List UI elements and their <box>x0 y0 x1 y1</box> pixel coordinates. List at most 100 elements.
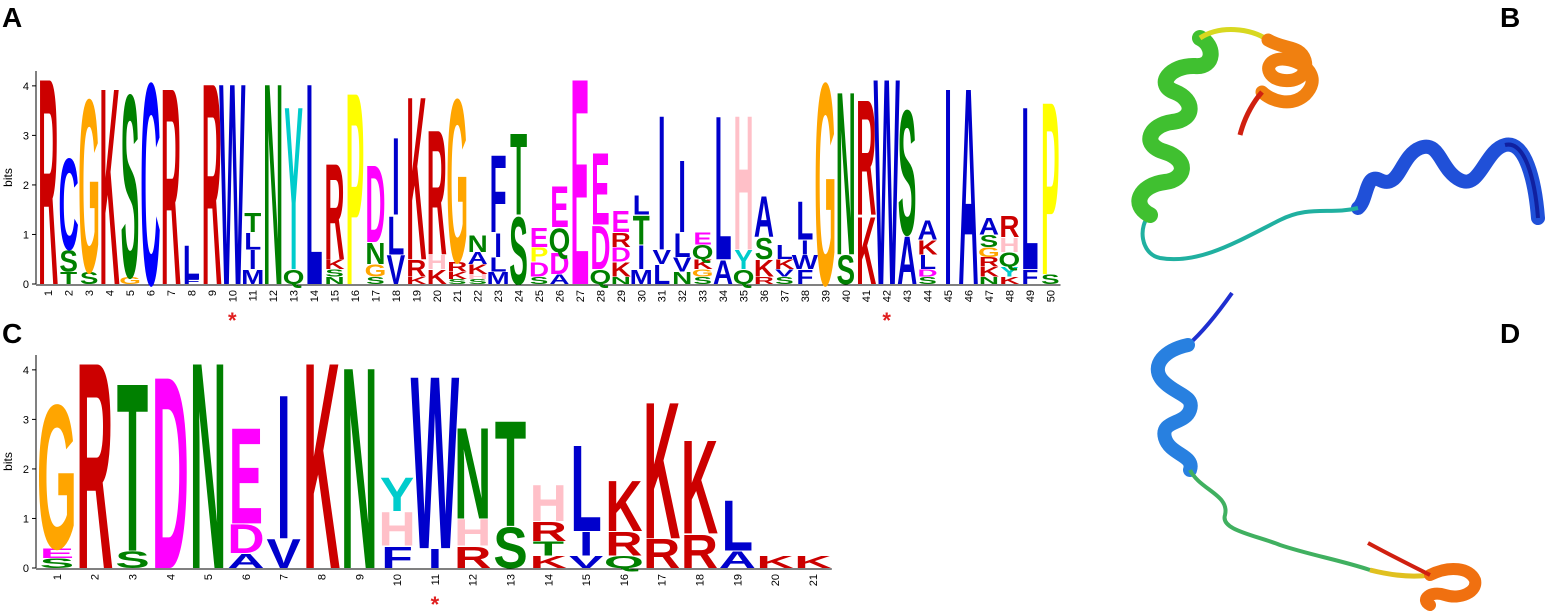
logo-letter-A: A <box>979 212 999 240</box>
logo-letter-Q: Q <box>692 242 714 265</box>
x-tick-label: 46 <box>963 290 975 302</box>
logo-letter-K: K <box>447 270 467 281</box>
logo-letter-I: I <box>678 141 686 256</box>
logo-letter-R: R <box>681 525 718 579</box>
svg-text:L: L <box>306 24 323 346</box>
x-tick-label: 6 <box>241 574 253 580</box>
svg-text:G: G <box>365 261 387 280</box>
svg-text:E: E <box>229 400 263 554</box>
svg-text:A: A <box>719 546 756 573</box>
logo-letter-K: K <box>100 31 120 345</box>
x-tick-label: 15 <box>581 574 593 586</box>
logo-letter-G: G <box>37 362 77 593</box>
logo-letter-D: D <box>918 268 938 279</box>
logo-letter-E: E <box>693 229 712 248</box>
logo-letter-D: D <box>549 247 569 282</box>
svg-text:H: H <box>733 76 753 292</box>
svg-text:S: S <box>693 275 712 286</box>
svg-text:A: A <box>918 215 938 246</box>
x-tick-label: 5 <box>125 290 137 296</box>
strand-blue-top <box>1186 291 1234 347</box>
logo-letter-D: D <box>590 215 610 283</box>
x-tick-label: 20 <box>432 290 444 302</box>
y-tick-label: 4 <box>23 81 29 93</box>
logo-letter-P: P <box>530 244 549 267</box>
svg-text:D: D <box>365 143 385 266</box>
logo-letter-K: K <box>918 237 938 260</box>
marker-star: * <box>228 308 237 333</box>
svg-text:S: S <box>530 275 549 286</box>
svg-text:I: I <box>801 237 809 260</box>
svg-text:N: N <box>190 300 227 611</box>
svg-text:S: S <box>115 546 149 573</box>
svg-text:S: S <box>509 198 528 305</box>
x-tick-label: 15 <box>330 290 342 302</box>
logo-letter-T: T <box>244 207 261 238</box>
svg-text:K: K <box>774 257 794 273</box>
svg-text:F: F <box>796 266 813 289</box>
logo-letter-G: G <box>78 48 100 325</box>
svg-text:V: V <box>673 254 692 277</box>
svg-text:T: T <box>117 332 148 602</box>
logo-letter-A: A <box>958 31 978 345</box>
logo-letter-Y: Y <box>284 58 303 319</box>
x-tick-label: 27 <box>575 290 587 302</box>
logo-letter-N: N <box>341 306 378 611</box>
svg-text:T: T <box>495 389 526 558</box>
x-tick-label: 2 <box>64 290 76 296</box>
logo-letter-N: N <box>263 24 283 346</box>
svg-text:K: K <box>530 553 568 572</box>
x-tick-label: 17 <box>657 574 669 586</box>
logo-letter-S: S <box>836 248 855 294</box>
svg-text:R: R <box>76 300 113 611</box>
x-tick-label: 14 <box>309 290 321 302</box>
x-tick-label: 44 <box>923 290 935 302</box>
svg-text:R: R <box>406 254 426 282</box>
x-tick-label: 36 <box>759 290 771 302</box>
logo-letter-R: R <box>454 540 491 574</box>
svg-text:V: V <box>652 246 671 269</box>
logo-letter-S: S <box>121 42 140 333</box>
x-tick-label: 13 <box>506 574 518 586</box>
logo-letter-N: N <box>365 237 385 272</box>
logo-letter-K: K <box>530 553 568 572</box>
x-tick-label: 47 <box>984 290 996 302</box>
x-tick-label: 26 <box>554 290 566 302</box>
svg-text:A: A <box>958 31 978 345</box>
svg-text:T: T <box>633 208 650 254</box>
x-tick-label: 42 <box>882 290 894 302</box>
y-tick-label: 2 <box>23 464 29 476</box>
x-tick-label: 18 <box>695 574 707 586</box>
logo-letter-Y: Y <box>734 244 753 275</box>
svg-text:S: S <box>448 278 467 285</box>
logo-letter-A: A <box>754 185 774 250</box>
x-tick-label: 38 <box>800 290 812 302</box>
svg-text:E: E <box>693 229 712 248</box>
logo-letter-S: S <box>366 275 385 286</box>
x-tick-label: 19 <box>411 290 423 302</box>
logo-letter-V: V <box>775 268 794 279</box>
x-tick-label: 41 <box>861 290 873 302</box>
svg-text:N: N <box>468 230 488 258</box>
svg-text:G: G <box>446 51 468 312</box>
logo-letter-H: H <box>530 474 567 532</box>
x-tick-label: 22 <box>473 290 485 302</box>
svg-text:S: S <box>836 248 855 294</box>
svg-text:R: R <box>643 531 680 577</box>
svg-text:Q: Q <box>604 553 644 572</box>
svg-text:L: L <box>919 251 936 274</box>
svg-text:L: L <box>776 242 793 265</box>
x-tick-label: 13 <box>289 290 301 302</box>
svg-text:E: E <box>612 205 631 240</box>
logo-letter-V: V <box>267 531 301 577</box>
logo-letter-K: K <box>303 300 340 611</box>
svg-text:Q: Q <box>692 242 714 265</box>
logo-letter-N: N <box>672 268 692 287</box>
svg-text:D: D <box>529 259 549 282</box>
svg-text:Q: Q <box>283 266 305 289</box>
svg-text:R: R <box>38 16 58 347</box>
logo-letter-L: L <box>244 227 261 255</box>
logo-letter-N: N <box>979 275 999 286</box>
svg-text:R: R <box>202 24 222 346</box>
